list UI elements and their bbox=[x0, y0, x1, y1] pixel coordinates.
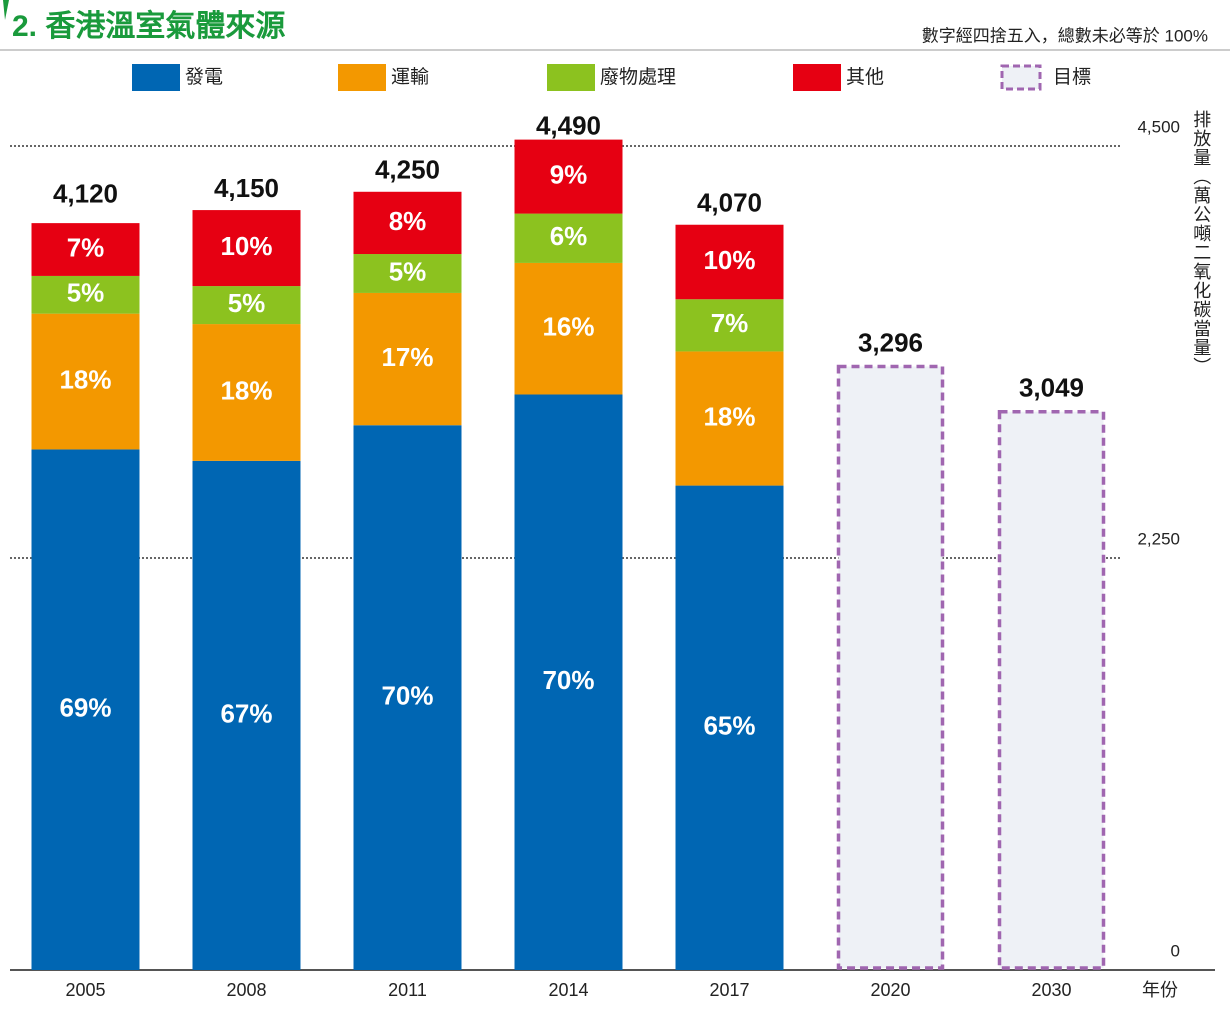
legend-label: 其他 bbox=[846, 66, 884, 88]
total-label: 4,120 bbox=[53, 178, 118, 208]
segment-label: 18% bbox=[220, 375, 272, 405]
total-label: 4,150 bbox=[214, 173, 279, 203]
legend-swatch bbox=[793, 64, 841, 91]
segment-label: 8% bbox=[389, 206, 427, 236]
chart-title: 2. 香港溫室氣體來源 bbox=[12, 9, 285, 43]
bar-segment bbox=[31, 449, 140, 970]
bar-segment bbox=[353, 425, 462, 970]
x-tick-label: 2005 bbox=[65, 980, 105, 1000]
bar-segment bbox=[353, 254, 462, 293]
bar-segment bbox=[192, 324, 301, 461]
bar-segment bbox=[353, 292, 462, 426]
segment-label: 7% bbox=[67, 232, 105, 262]
legend-label: 發電 bbox=[185, 66, 223, 88]
x-axis-label: 年份 bbox=[1142, 980, 1178, 1000]
bar-segment bbox=[192, 286, 301, 325]
bar-segment bbox=[514, 213, 623, 263]
bar-segment bbox=[192, 210, 301, 287]
x-tick-label: 2020 bbox=[870, 980, 910, 1000]
segment-label: 5% bbox=[67, 278, 105, 308]
bar-segment bbox=[192, 460, 301, 970]
bar-segment bbox=[514, 139, 623, 214]
x-tick-label: 2008 bbox=[226, 980, 266, 1000]
x-tick-label: 2011 bbox=[388, 980, 427, 1000]
legend-swatch bbox=[132, 64, 180, 91]
total-label: 4,070 bbox=[697, 188, 762, 218]
segment-label: 70% bbox=[381, 680, 433, 710]
bar-segment bbox=[514, 394, 623, 970]
target-bar bbox=[997, 409, 1106, 970]
title-mark bbox=[3, 0, 9, 20]
y-tick-label: 4,500 bbox=[1137, 117, 1180, 136]
bar-segment bbox=[675, 351, 784, 486]
segment-label: 16% bbox=[542, 312, 594, 342]
bar-segment bbox=[514, 262, 623, 395]
legend-label: 廢物處理 bbox=[600, 66, 676, 88]
segment-label: 10% bbox=[703, 245, 755, 275]
segment-label: 69% bbox=[59, 693, 111, 723]
segment-label: 67% bbox=[220, 698, 272, 728]
legend-label: 運輸 bbox=[391, 66, 429, 88]
bar-segment bbox=[675, 299, 784, 352]
bar-segment bbox=[675, 224, 784, 300]
y-tick-label: 2,250 bbox=[1137, 529, 1180, 548]
x-tick-label: 2017 bbox=[709, 980, 749, 1000]
legend-swatch bbox=[547, 64, 595, 91]
total-label: 4,490 bbox=[536, 111, 601, 141]
total-label: 4,250 bbox=[375, 155, 440, 185]
y-axis-label: 排放量（萬公噸二氧化碳當量） bbox=[1191, 110, 1211, 376]
segment-label: 70% bbox=[542, 665, 594, 695]
segment-label: 9% bbox=[550, 159, 588, 189]
bar-segment bbox=[31, 223, 140, 276]
segment-label: 5% bbox=[228, 288, 266, 318]
segment-label: 5% bbox=[389, 256, 427, 286]
segment-label: 18% bbox=[703, 401, 755, 431]
x-tick-label: 2030 bbox=[1031, 980, 1071, 1000]
target-bar bbox=[836, 364, 945, 970]
bar-segment bbox=[675, 485, 784, 970]
x-tick-label: 2014 bbox=[548, 980, 588, 1000]
bar-segment bbox=[31, 313, 140, 450]
legend-swatch bbox=[338, 64, 386, 91]
segment-label: 18% bbox=[59, 364, 111, 394]
segment-label: 6% bbox=[550, 221, 588, 251]
segment-label: 65% bbox=[703, 711, 755, 741]
y-tick-label: 0 bbox=[1171, 941, 1180, 960]
subtitle: 數字經四捨五入，總數未必等於 100% bbox=[922, 26, 1208, 45]
target-label: 3,296 bbox=[858, 327, 923, 357]
target-label: 3,049 bbox=[1019, 373, 1084, 403]
legend-swatch bbox=[1000, 64, 1042, 91]
segment-label: 10% bbox=[220, 231, 272, 261]
bar-segment bbox=[353, 191, 462, 255]
legend-label: 目標 bbox=[1053, 66, 1091, 88]
segment-label: 7% bbox=[711, 308, 749, 338]
segment-label: 17% bbox=[381, 342, 433, 372]
bar-segment bbox=[31, 275, 140, 314]
